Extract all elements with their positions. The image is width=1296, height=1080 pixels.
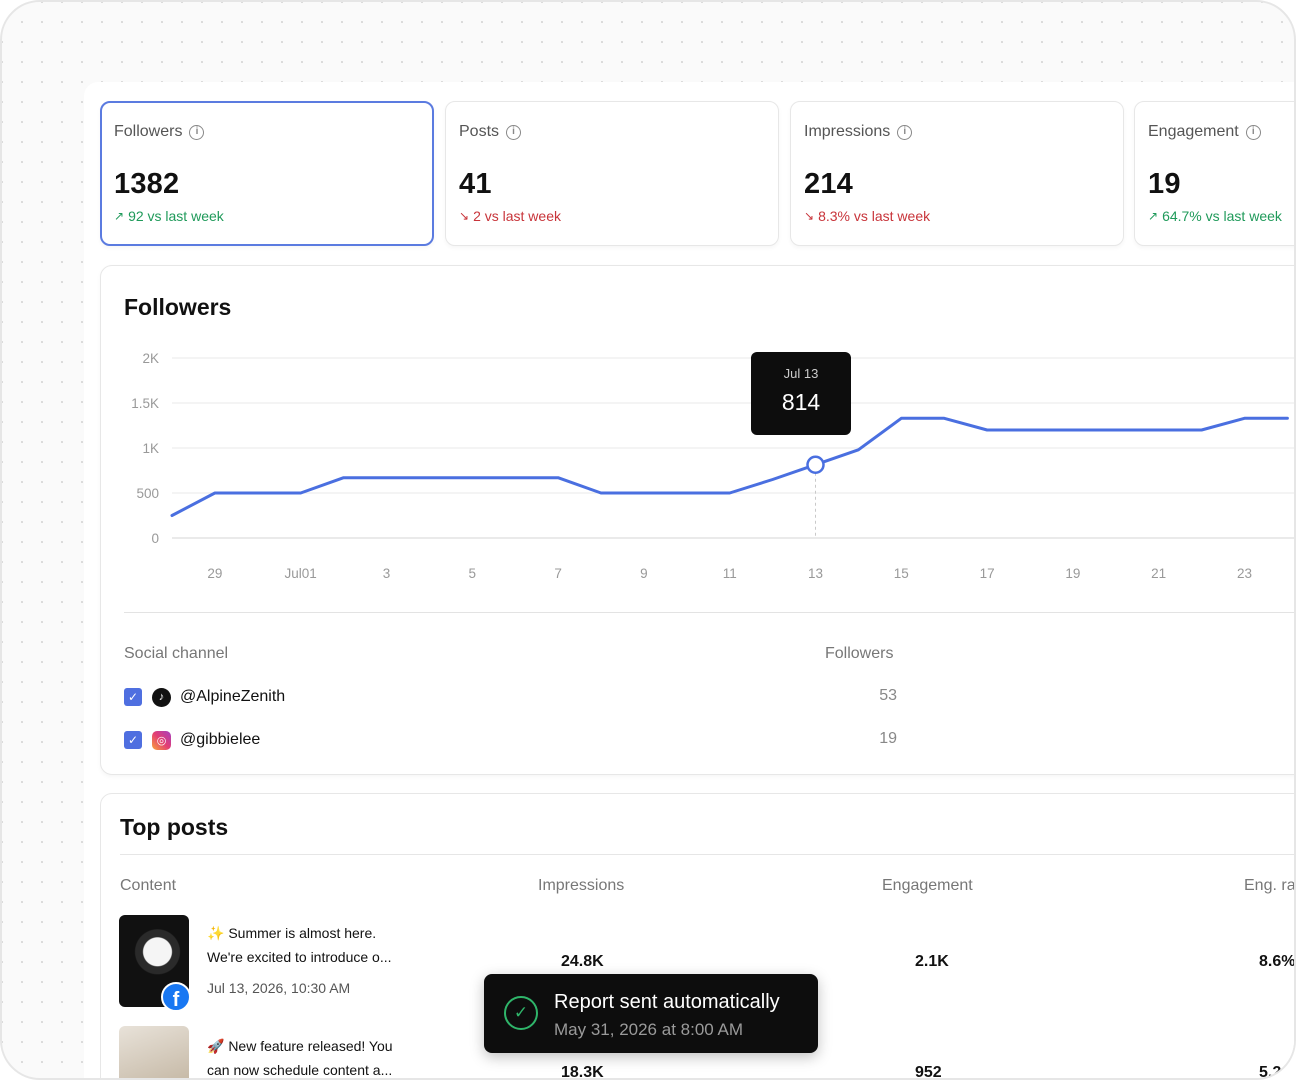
stat-delta-text: 2 vs last week <box>473 208 561 224</box>
info-icon[interactable]: i <box>506 124 522 140</box>
post-impressions: 18.3K <box>561 1064 604 1080</box>
arrow-up-right-icon: ↗ <box>114 209 125 223</box>
x-tick-label: 19 <box>1065 566 1080 581</box>
stat-title-row: Posts i <box>459 123 522 141</box>
followers-line-chart[interactable]: 0 500 1K 1.5K 2K 29 Jul01 3 5 7 9 11 13 15 17 19 21 23 <box>101 266 1296 606</box>
arrow-down-right-icon: ↘ <box>804 209 815 223</box>
post-line: 🚀 New feature released! You <box>207 1038 393 1054</box>
post-date: Jul 13, 2026, 10:30 AM <box>207 980 351 996</box>
post-impressions: 24.8K <box>561 953 604 970</box>
highlight-point <box>806 455 825 474</box>
info-icon[interactable]: i <box>189 124 205 140</box>
stat-delta: ↘ 2 vs last week <box>459 208 561 224</box>
stat-delta: ↗ 64.7% vs last week <box>1148 208 1282 224</box>
post-line: can now schedule content a... <box>207 1062 393 1078</box>
y-tick-label: 500 <box>136 486 159 501</box>
post-thumbnail[interactable] <box>119 1026 189 1078</box>
stat-value: 1382 <box>114 168 180 200</box>
stat-value: 19 <box>1148 168 1181 200</box>
post-eng-rate: 8.6% <box>1259 953 1296 970</box>
x-tick-label: 23 <box>1237 566 1252 581</box>
toast-subtitle: May 31, 2026 at 8:00 AM <box>554 1020 744 1039</box>
x-tick-label: 15 <box>894 566 909 581</box>
x-tick-label: 9 <box>640 566 648 581</box>
toast-title: Report sent automatically <box>554 991 780 1013</box>
stat-title: Engagement <box>1148 123 1239 140</box>
stat-title: Posts <box>459 123 500 140</box>
arrow-up-right-icon: ↗ <box>1148 209 1159 223</box>
checkbox-checked[interactable]: ✓ <box>124 731 142 749</box>
column-header-followers: Followers <box>825 645 894 662</box>
post-engagement: 952 <box>915 1064 942 1080</box>
column-header-eng-rate[interactable]: Eng. ra <box>1244 877 1296 894</box>
channel-row[interactable]: ✓ ◎ @gibbielee <box>124 730 260 750</box>
chart-tooltip: Jul 13 814 <box>751 352 851 435</box>
x-tick-label: 17 <box>980 566 995 581</box>
stat-title: Impressions <box>804 123 891 140</box>
tiktok-icon: ♪ <box>152 687 171 707</box>
stat-card-engagement[interactable]: Engagement i 19 ↗ 64.7% vs last week <box>1134 101 1294 246</box>
x-tick-label: 13 <box>808 566 823 581</box>
info-icon[interactable]: i <box>897 124 913 140</box>
x-tick-label: 21 <box>1151 566 1166 581</box>
x-tick-label: Jul01 <box>285 566 317 581</box>
tooltip-value: 814 <box>781 389 821 415</box>
x-tick-label: 5 <box>469 566 477 581</box>
channel-handle: @gibbielee <box>180 731 261 748</box>
column-header-content[interactable]: Content <box>120 877 177 894</box>
column-header-impressions[interactable]: Impressions <box>538 877 625 894</box>
stat-card-impressions[interactable]: Impressions i 214 ↘ 8.3% vs last week <box>790 101 1124 246</box>
tooltip-date: Jul 13 <box>783 366 819 381</box>
x-tick-label: 3 <box>383 566 391 581</box>
x-tick-label: 11 <box>723 566 737 581</box>
y-tick-label: 2K <box>142 351 159 366</box>
divider <box>124 612 1294 613</box>
stat-card-followers[interactable]: Followers i 1382 ↗ 92 vs last week <box>100 101 434 246</box>
post-text[interactable]: ✨ Summer is almost here. We're excited t… <box>207 921 417 969</box>
checkbox-checked[interactable]: ✓ <box>124 688 142 706</box>
arrow-down-right-icon: ↘ <box>459 209 470 223</box>
channel-followers: 53 <box>879 687 897 704</box>
stat-value: 41 <box>459 168 492 200</box>
stat-title-row: Engagement i <box>1148 123 1261 141</box>
y-tick-label: 0 <box>151 531 159 546</box>
column-header-engagement[interactable]: Engagement <box>882 877 973 894</box>
stat-value: 214 <box>804 168 853 200</box>
post-engagement: 2.1K <box>915 953 949 970</box>
stat-title-row: Followers i <box>114 123 205 141</box>
stat-title: Followers <box>114 123 183 140</box>
post-eng-rate: 5.2 <box>1259 1064 1282 1080</box>
channel-handle: @AlpineZenith <box>180 688 286 705</box>
check-circle-icon: ✓ <box>504 996 538 1030</box>
stat-delta-text: 8.3% vs last week <box>818 208 931 224</box>
x-tick-label: 29 <box>207 566 222 581</box>
stat-delta-text: 64.7% vs last week <box>1162 208 1282 224</box>
facebook-icon: f <box>161 982 191 1012</box>
followers-chart-card: Followers 0 500 1K 1.5K 2K 29 Jul01 3 5 7 9 11 13 15 1… <box>100 265 1296 775</box>
stat-title-row: Impressions i <box>804 123 913 141</box>
stat-card-posts[interactable]: Posts i 41 ↘ 2 vs last week <box>445 101 779 246</box>
chart-title: Followers <box>124 294 232 320</box>
y-tick-label: 1K <box>142 441 159 456</box>
divider <box>120 854 1294 855</box>
info-icon[interactable]: i <box>1245 124 1261 140</box>
toast-notification[interactable]: ✓ Report sent automatically May 31, 2026… <box>484 974 818 1053</box>
channel-followers: 19 <box>879 730 897 747</box>
post-text[interactable]: 🚀 New feature released! You can now sche… <box>207 1034 417 1078</box>
x-tick-label: 7 <box>554 566 562 581</box>
channel-row[interactable]: ✓ ♪ @AlpineZenith <box>124 687 285 707</box>
y-tick-label: 1.5K <box>131 396 159 411</box>
stat-delta: ↗ 92 vs last week <box>114 208 224 224</box>
stat-delta-text: 92 vs last week <box>128 208 224 224</box>
post-line: ✨ Summer is almost here. <box>207 925 377 941</box>
instagram-icon: ◎ <box>152 730 171 750</box>
series-line <box>170 416 1289 517</box>
stat-delta: ↘ 8.3% vs last week <box>804 208 930 224</box>
post-line: We're excited to introduce o... <box>207 949 392 965</box>
column-header-channel: Social channel <box>124 645 229 662</box>
top-posts-title: Top posts <box>120 814 229 840</box>
